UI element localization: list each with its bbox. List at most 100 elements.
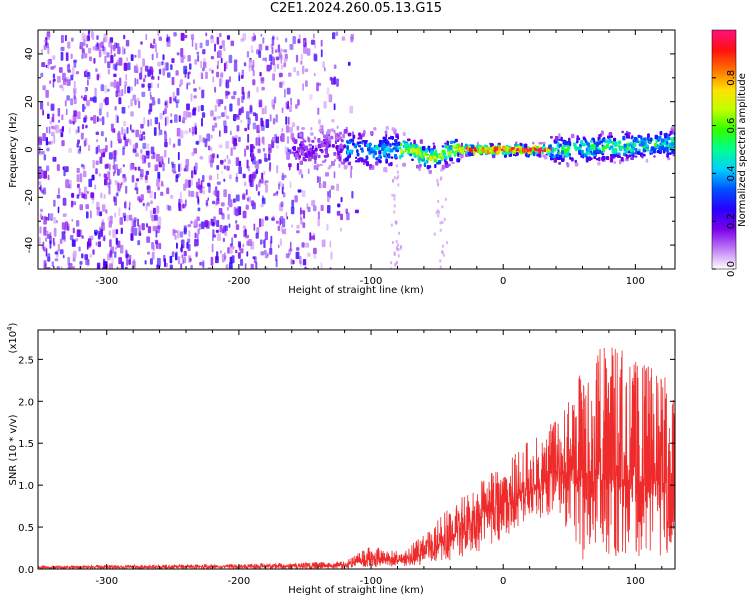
heatmap-noise-cell [294,195,298,203]
heatmap-noise-cell [150,146,155,155]
heatmap-noise-cell [307,206,311,212]
heatmap-noise-cell [108,41,113,48]
heatmap-noise-cell [92,46,96,51]
heatmap-noise-cell [289,165,291,171]
heatmap-signal-cell [432,142,435,145]
heatmap-signal-cell [400,148,403,154]
colorbar-tick-label: 0.2 [726,213,737,229]
heatmap-streak-cell [393,210,396,214]
heatmap-signal-cell [593,138,596,143]
heatmap-noise-cell [67,41,71,49]
heatmap-signal-cell [370,148,374,151]
heatmap-signal-cell [375,145,379,150]
heatmap-noise-cell [295,251,300,260]
heatmap-noise-cell [257,191,260,196]
heatmap-noise-cell [216,251,219,261]
heatmap-noise-cell [122,175,127,183]
heatmap-signal-cell [361,149,364,153]
heatmap-noise-cell [275,220,279,224]
heatmap-signal-cell [628,154,632,157]
heatmap-noise-cell [156,205,160,214]
spectrogram-heatmap [38,30,675,269]
heatmap-noise-cell [76,143,80,148]
heatmap-noise-cell [43,260,47,269]
heatmap-noise-cell [157,75,160,81]
heatmap-noise-cell [261,197,266,205]
snr-x-tick-label: -200 [228,576,251,587]
heatmap-noise-cell [96,42,99,47]
heatmap-signal-cell [331,161,334,166]
heatmap-noise-cell [255,160,260,170]
heatmap-noise-cell [201,117,203,127]
heatmap-noise-cell [45,247,48,257]
heatmap-signal-cell [556,142,559,148]
heatmap-signal-cell [325,146,328,152]
heatmap-noise-cell [144,260,147,265]
heatmap-noise-cell [62,213,67,217]
heatmap-noise-cell [87,190,89,194]
heatmap-signal-cell [613,137,617,142]
heatmap-noise-cell [220,72,224,78]
heatmap-noise-cell [187,224,192,228]
heatmap-noise-cell [228,199,233,208]
heatmap-noise-cell [83,34,87,43]
heatmap-noise-cell [216,220,220,227]
heatmap-signal-cell [660,138,665,143]
heatmap-noise-cell [278,183,280,190]
heatmap-noise-cell [198,135,202,143]
heatmap-noise-cell [197,178,201,185]
heatmap-signal-cell [609,145,614,148]
heatmap-noise-cell [183,256,187,264]
heatmap-noise-cell [79,173,83,183]
heatmap-noise-cell [87,79,89,86]
heatmap-signal-cell [532,141,535,145]
heatmap-noise-cell [61,86,65,92]
heatmap-noise-cell [336,78,339,87]
heatmap-noise-cell [269,247,273,255]
heatmap-noise-cell [230,130,232,136]
heatmap-noise-cell [225,225,228,232]
heatmap-noise-cell [143,135,146,140]
heatmap-signal-cell [305,155,309,158]
heatmap-signal-cell [661,142,665,146]
heatmap-noise-cell [57,75,61,83]
heatmap-noise-cell [68,119,72,124]
heatmap-signal-cell [617,144,620,148]
heatmap-signal-cell [301,138,305,141]
heatmap-signal-cell [658,135,662,140]
heatmap-noise-cell [167,205,172,211]
heatmap-noise-cell [95,241,98,246]
heatmap-noise-cell [202,49,206,55]
heatmap-noise-cell [175,251,178,261]
heatmap-noise-cell [129,201,131,208]
heatmap-noise-cell [205,32,208,37]
heatmap-signal-cell [355,156,358,159]
heatmap-signal-cell [667,136,671,141]
heatmap-noise-cell [53,156,56,162]
heatmap-noise-cell [200,221,205,230]
heatmap-signal-cell [382,143,387,149]
heatmap-noise-cell [320,39,323,47]
heatmap-streak-cell [442,253,445,257]
heatmap-signal-cell [387,153,391,159]
heatmap-noise-cell [275,56,280,61]
heatmap-noise-cell [120,167,122,174]
heatmap-signal-cell [346,140,349,144]
heatmap-noise-cell [268,54,273,62]
heatmap-noise-cell [108,152,113,160]
heatmap-noise-cell [176,242,178,249]
heatmap-noise-cell [122,174,126,179]
heatmap-noise-cell [114,64,118,71]
heatmap-signal-cell [397,141,401,146]
heatmap-noise-cell [70,200,74,208]
heatmap-noise-cell [140,194,144,201]
heatmap-noise-cell [297,99,300,106]
heatmap-noise-cell [219,45,223,50]
heatmap-signal-cell [313,136,316,140]
heatmap-noise-cell [340,196,343,203]
heatmap-signal-cell [424,160,427,164]
heatmap-noise-cell [118,207,121,217]
heatmap-signal-cell [343,144,346,149]
heatmap-noise-cell [220,57,223,64]
heatmap-signal-cell [582,154,585,159]
